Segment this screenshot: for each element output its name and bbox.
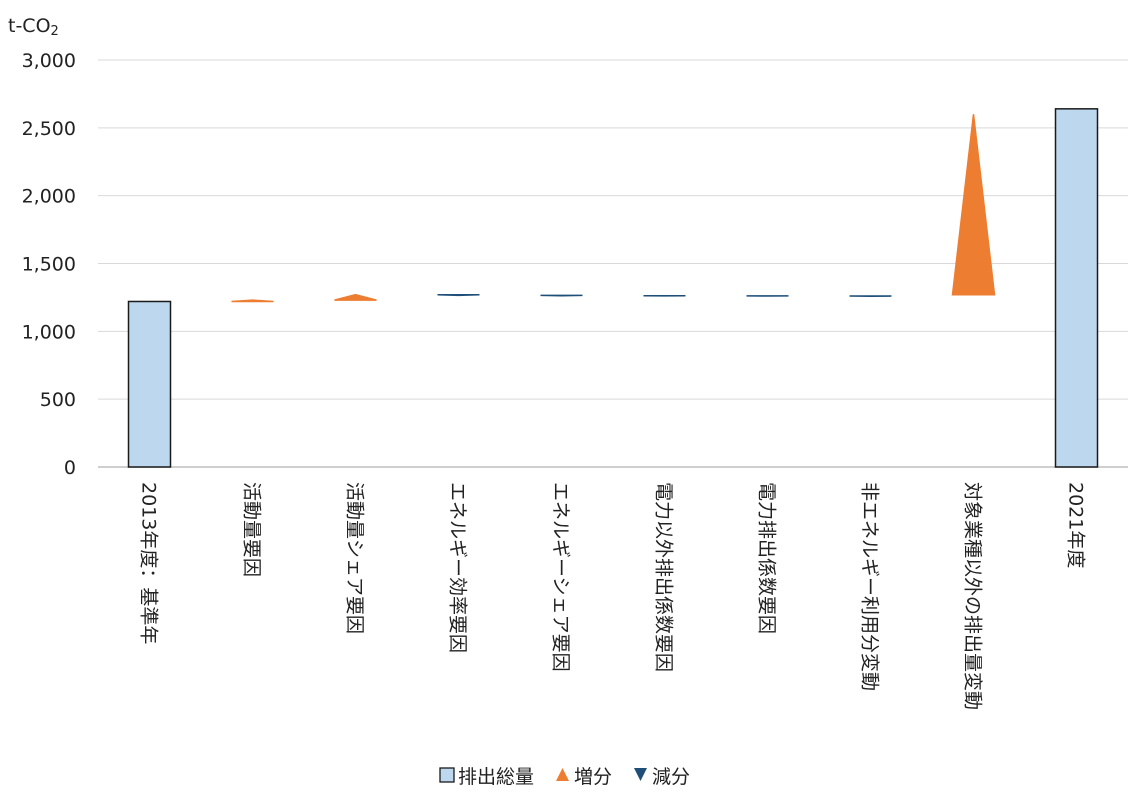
legend-label: 減分	[652, 766, 690, 788]
total-bar	[1054, 108, 1099, 468]
y-tick-label: 1,500	[22, 254, 76, 276]
unit-label-subscript: 2	[51, 24, 59, 39]
y-axis-unit-label: t-CO2	[8, 15, 59, 39]
gridlines	[98, 59, 1128, 468]
decrease-triangle	[437, 293, 480, 297]
category-label: 電力以外排出係数要因	[653, 482, 675, 672]
category-label: 電力排出係数要因	[756, 482, 778, 634]
increase-triangle	[334, 293, 377, 301]
y-tick-label: 2,500	[22, 118, 76, 140]
category-label: エネルギー効率要因	[447, 482, 469, 653]
category-label: 2013年度：基準年	[138, 482, 160, 644]
y-tick-label: 2,000	[22, 186, 76, 208]
increase-triangle	[951, 114, 996, 296]
category-label: 非エネルギー利用分変動	[859, 482, 881, 691]
y-tick-label: 3,000	[22, 50, 76, 72]
legend-item-increase: 増分	[556, 766, 612, 788]
category-label: エネルギーシェア要因	[550, 482, 572, 672]
legend-marker	[634, 768, 647, 781]
y-tick-label: 1,000	[22, 321, 76, 343]
y-tick-label: 0	[64, 457, 76, 479]
bars	[127, 108, 1099, 468]
unit-label: t-CO2	[8, 15, 59, 39]
legend: 排出総量 増分 減分	[439, 766, 690, 788]
y-tick-labels: 0 500 1,000 1,500 2,000 2,500 3,000	[22, 50, 76, 479]
category-label: 対象業種以外の排出量変動	[962, 482, 984, 710]
legend-label: 増分	[574, 766, 612, 788]
unit-label-main: t-CO	[8, 15, 51, 37]
legend-label: 排出総量	[458, 766, 534, 788]
category-label: 活動量要因	[241, 482, 263, 577]
increase-triangle	[231, 299, 274, 303]
category-label: 2021年度	[1065, 482, 1087, 568]
legend-item-total: 排出総量	[439, 766, 534, 788]
y-tick-label: 500	[40, 389, 76, 411]
legend-item-decrease: 減分	[634, 766, 690, 788]
legend-marker	[439, 767, 455, 783]
category-labels: 2013年度：基準年 活動量要因 活動量シェア要因 エネルギー効率要因 エネルギーシェア…	[138, 482, 1087, 710]
legend-marker	[556, 768, 569, 781]
category-label: 活動量シェア要因	[344, 482, 366, 634]
total-bar	[127, 300, 172, 468]
